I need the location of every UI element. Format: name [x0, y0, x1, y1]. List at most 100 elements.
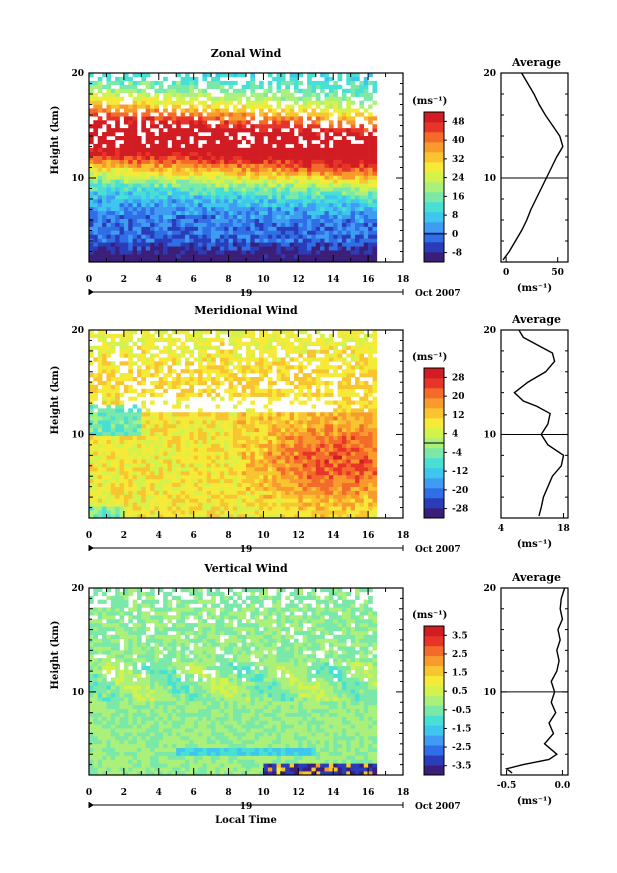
- heatmap-cell: [171, 258, 177, 263]
- heatmap-cell: [320, 116, 325, 121]
- heatmap-cell: [132, 234, 138, 239]
- heatmap-cell: [141, 175, 146, 180]
- heatmap-cell: [285, 124, 290, 129]
- heatmap-cell: [246, 183, 251, 188]
- heatmap-cell: [167, 341, 173, 346]
- heatmap-cell: [241, 124, 247, 129]
- heatmap-cell: [198, 447, 203, 452]
- heatmap-cell: [97, 380, 103, 386]
- colorbar-segment: [424, 162, 444, 173]
- heatmap-cell: [128, 373, 133, 378]
- heatmap-cell: [119, 250, 125, 255]
- heatmap-cell: [115, 258, 120, 263]
- heatmap-cell: [123, 202, 129, 208]
- heatmap-cell: [154, 136, 160, 141]
- heatmap-cell: [180, 100, 186, 105]
- heatmap-cell: [263, 510, 269, 515]
- heatmap-cell: [119, 490, 125, 495]
- heatmap-cell: [311, 230, 317, 235]
- heatmap-cell: [154, 171, 160, 176]
- heatmap-cell: [324, 171, 330, 176]
- heatmap-cell: [167, 431, 173, 437]
- heatmap-cell: [184, 128, 190, 133]
- heatmap-cell: [320, 214, 325, 219]
- heatmap-cell: [102, 333, 107, 339]
- heatmap-cell: [102, 242, 107, 247]
- heatmap-cell: [280, 250, 286, 255]
- heatmap-cell: [372, 147, 378, 153]
- heatmap-cell: [119, 230, 125, 235]
- heatmap-cell: [115, 167, 120, 172]
- heatmap-cell: [280, 463, 286, 468]
- heatmap-cell: [211, 365, 216, 370]
- heatmap-cell: [163, 147, 168, 153]
- heatmap-cell: [324, 214, 330, 219]
- heatmap-cell: [202, 258, 208, 263]
- heatmap-cell: [97, 250, 103, 255]
- heatmap-cell: [176, 132, 181, 137]
- heatmap-cell: [198, 246, 203, 251]
- heatmap-cell: [145, 471, 151, 476]
- heatmap-cell: [171, 80, 177, 86]
- heatmap-cell: [372, 254, 378, 259]
- heatmap-cell: [250, 357, 256, 362]
- heatmap-cell: [250, 380, 256, 386]
- heatmap-cell: [237, 459, 242, 464]
- heatmap-cell: [259, 258, 264, 263]
- heatmap-cell: [298, 474, 303, 480]
- heatmap-cell: [193, 84, 199, 90]
- heatmap-cell: [154, 179, 160, 184]
- heatmap-cell: [250, 408, 256, 413]
- heatmap-cell: [259, 365, 264, 370]
- heatmap-cell: [289, 226, 295, 231]
- heatmap-cell: [298, 330, 303, 335]
- heatmap-cell: [272, 349, 277, 354]
- heatmap-cell: [198, 330, 203, 335]
- heatmap-cell: [106, 490, 112, 495]
- heatmap-cell: [289, 380, 295, 386]
- heatmap-cell: [97, 136, 103, 141]
- heatmap-cell: [145, 202, 151, 208]
- heatmap-cell: [307, 451, 312, 456]
- heatmap-cell: [128, 234, 133, 239]
- heatmap-cell: [241, 373, 247, 378]
- heatmap-cell: [202, 246, 208, 251]
- heatmap-cell: [368, 171, 373, 176]
- heatmap-cell: [93, 230, 99, 235]
- heatmap-cell: [97, 147, 103, 153]
- heatmap-cell: [198, 471, 203, 476]
- heatmap-cell: [110, 373, 116, 378]
- heatmap-cell: [163, 151, 168, 156]
- heatmap-cell: [333, 92, 338, 97]
- heatmap-cell: [232, 92, 238, 97]
- heatmap-cell: [241, 104, 247, 109]
- heatmap-cell: [372, 230, 378, 235]
- heatmap-cell: [158, 482, 164, 487]
- heatmap-cell: [259, 128, 264, 133]
- heatmap-cell: [341, 136, 347, 141]
- heatmap-cell: [150, 96, 155, 101]
- heatmap-cell: [298, 206, 303, 212]
- heatmap-cell: [298, 250, 303, 255]
- heatmap-cell: [154, 482, 160, 487]
- heatmap-cell: [307, 171, 312, 176]
- heatmap-cell: [158, 84, 164, 90]
- heatmap-cell: [202, 427, 208, 433]
- heatmap-cell: [145, 183, 151, 188]
- heatmap-cell: [250, 202, 256, 208]
- heatmap-cell: [228, 238, 234, 243]
- heatmap-cell: [119, 337, 125, 343]
- heatmap-cell: [311, 238, 317, 243]
- heatmap-cell: [202, 143, 208, 149]
- heatmap-cell: [219, 179, 225, 184]
- heatmap-cell: [180, 420, 186, 425]
- heatmap-cell: [202, 218, 208, 223]
- heatmap-cell: [263, 254, 269, 259]
- heatmap-cell: [150, 258, 155, 263]
- heatmap-cell: [368, 92, 373, 97]
- heatmap-cell: [132, 258, 138, 263]
- heatmap-cell: [272, 463, 277, 468]
- heatmap-cell: [250, 250, 256, 255]
- heatmap-cell: [259, 132, 264, 137]
- heatmap-cell: [232, 132, 238, 137]
